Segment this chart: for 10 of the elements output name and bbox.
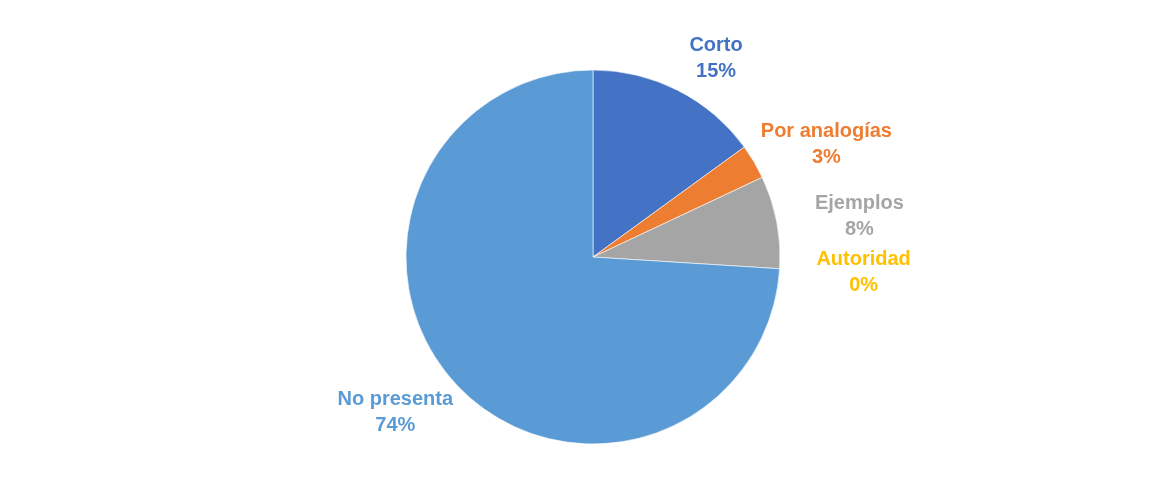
slice-label: Ejemplos	[814, 190, 904, 213]
data-label: 3%	[811, 144, 842, 167]
category-label: Autoridad	[816, 247, 911, 270]
text: 0%	[849, 273, 879, 296]
slice-label: Por analogías	[760, 118, 892, 141]
data-label: 74%	[375, 412, 416, 435]
data-label: 8%	[844, 216, 875, 239]
slice-label: Corto	[689, 33, 743, 56]
slice-label: No presenta	[337, 386, 455, 409]
data-label: 15%	[696, 59, 737, 82]
